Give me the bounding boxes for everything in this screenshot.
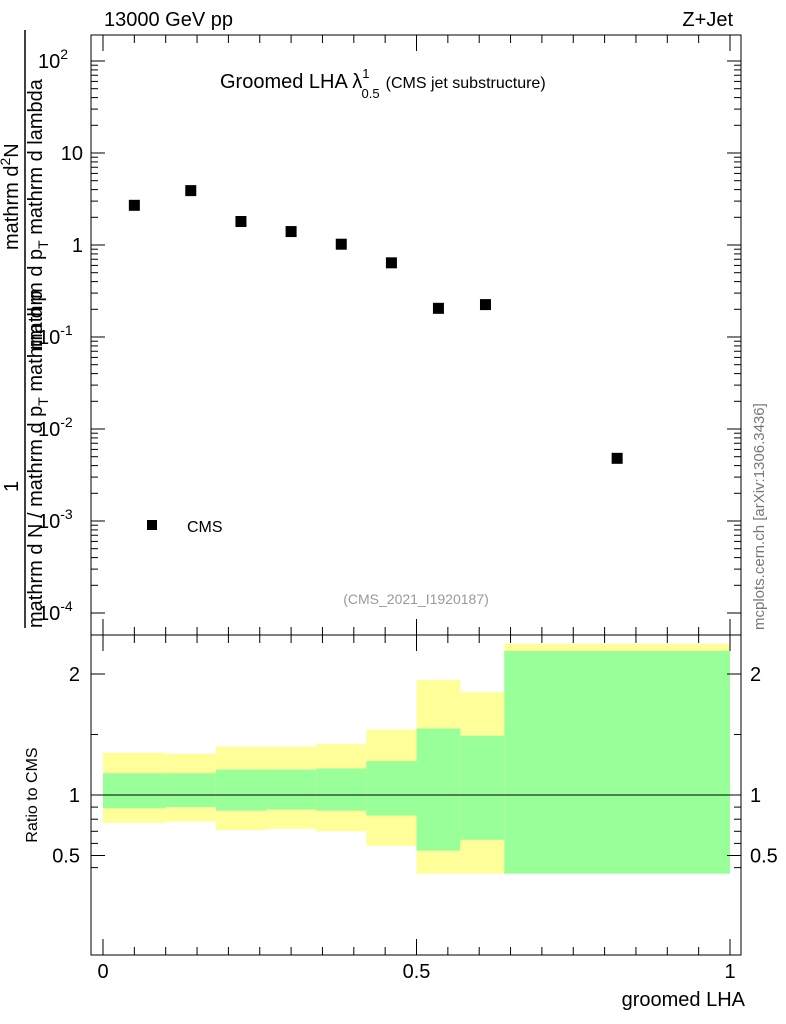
data-point (432, 302, 444, 314)
data-point (385, 257, 397, 269)
main-data-points (128, 185, 623, 464)
analysis-id: (CMS_2021_I1920187) (343, 591, 489, 607)
x-tick-label: 0 (97, 961, 108, 983)
data-point (335, 238, 347, 250)
ratio-y-tick-label-left: 0.5 (52, 846, 80, 868)
ratio-x-ticks: 0 0.5 1 (97, 35, 736, 983)
y-label-denominator: mathrm d N / mathrm d pT mathrm d p (25, 290, 51, 628)
ratio-bands (103, 643, 730, 874)
ratio-green-band (460, 735, 505, 840)
ratio-green-band (504, 651, 730, 874)
main-y-tick-label: 10-4 (38, 598, 73, 625)
main-y-tick-label: 10-1 (38, 322, 73, 349)
ratio-green-band (215, 769, 267, 811)
ratio-y-ticks: 0.5 0.5 1 1 2 2 (52, 664, 778, 869)
ratio-y-tick-label-right: 2 (750, 664, 761, 686)
ratio-green-band (316, 768, 367, 811)
main-y-ticks: 10-4 10-3 10-2 10-1 1 10 102 (38, 46, 741, 625)
ratio-y-tick-label-right: 0.5 (750, 846, 778, 868)
data-point (479, 299, 491, 311)
ratio-y-label: Ratio to CMS (24, 747, 41, 842)
ratio-y-tick-label-left: 1 (69, 785, 80, 807)
x-axis-label: groomed LHA (622, 989, 746, 1011)
energy-label: 13000 GeV pp (104, 9, 233, 31)
main-panel: 10-4 10-3 10-2 10-1 1 10 102 Groomed LHA λ1 0.5… (38, 34, 742, 636)
ratio-green-band (103, 773, 166, 809)
y-label-main: mathrm d2N (0, 143, 23, 250)
legend-label: CMS (187, 519, 223, 536)
main-y-tick-label: 1 (72, 235, 83, 257)
main-y-tick-label: 10-3 (38, 506, 73, 533)
y-label-numerator: 1 (1, 481, 23, 492)
ratio-panel: 0.5 0.51 12 2 0 0.5 1 Ratio to CMS groomed LH… (24, 35, 778, 1011)
ratio-green-band (165, 773, 216, 808)
process-label: Z+Jet (682, 9, 733, 31)
ratio-green-band (366, 761, 417, 816)
legend-marker (147, 520, 157, 530)
main-y-axis-label: mathrm d N / mathrm d pT mathrm d p 1 ma… (0, 30, 51, 628)
x-tick-label: 0.5 (403, 961, 431, 983)
ratio-y-tick-label-right: 1 (750, 785, 761, 807)
data-point (235, 216, 247, 228)
ratio-y-tick-label-left: 2 (69, 664, 80, 686)
watermark: mcplots.cern.ch [arXiv:1306.3436] (751, 403, 768, 630)
ratio-green-band (266, 769, 317, 810)
main-y-tick-label: 10 (61, 143, 83, 165)
main-y-tick-label: 102 (38, 46, 68, 73)
main-y-tick-label: 10-2 (38, 414, 73, 441)
data-point (128, 199, 140, 211)
x-tick-label: 1 (724, 961, 735, 983)
ratio-green-band (416, 728, 461, 851)
data-point (285, 226, 297, 238)
data-point (611, 452, 623, 464)
main-plot-frame (90, 34, 742, 636)
y-label-main2: mathrm d pT mathrm d lambda (25, 78, 51, 350)
data-point (185, 185, 197, 197)
main-title: Groomed LHA λ1 0.5(CMS jet substructure) (220, 66, 546, 101)
